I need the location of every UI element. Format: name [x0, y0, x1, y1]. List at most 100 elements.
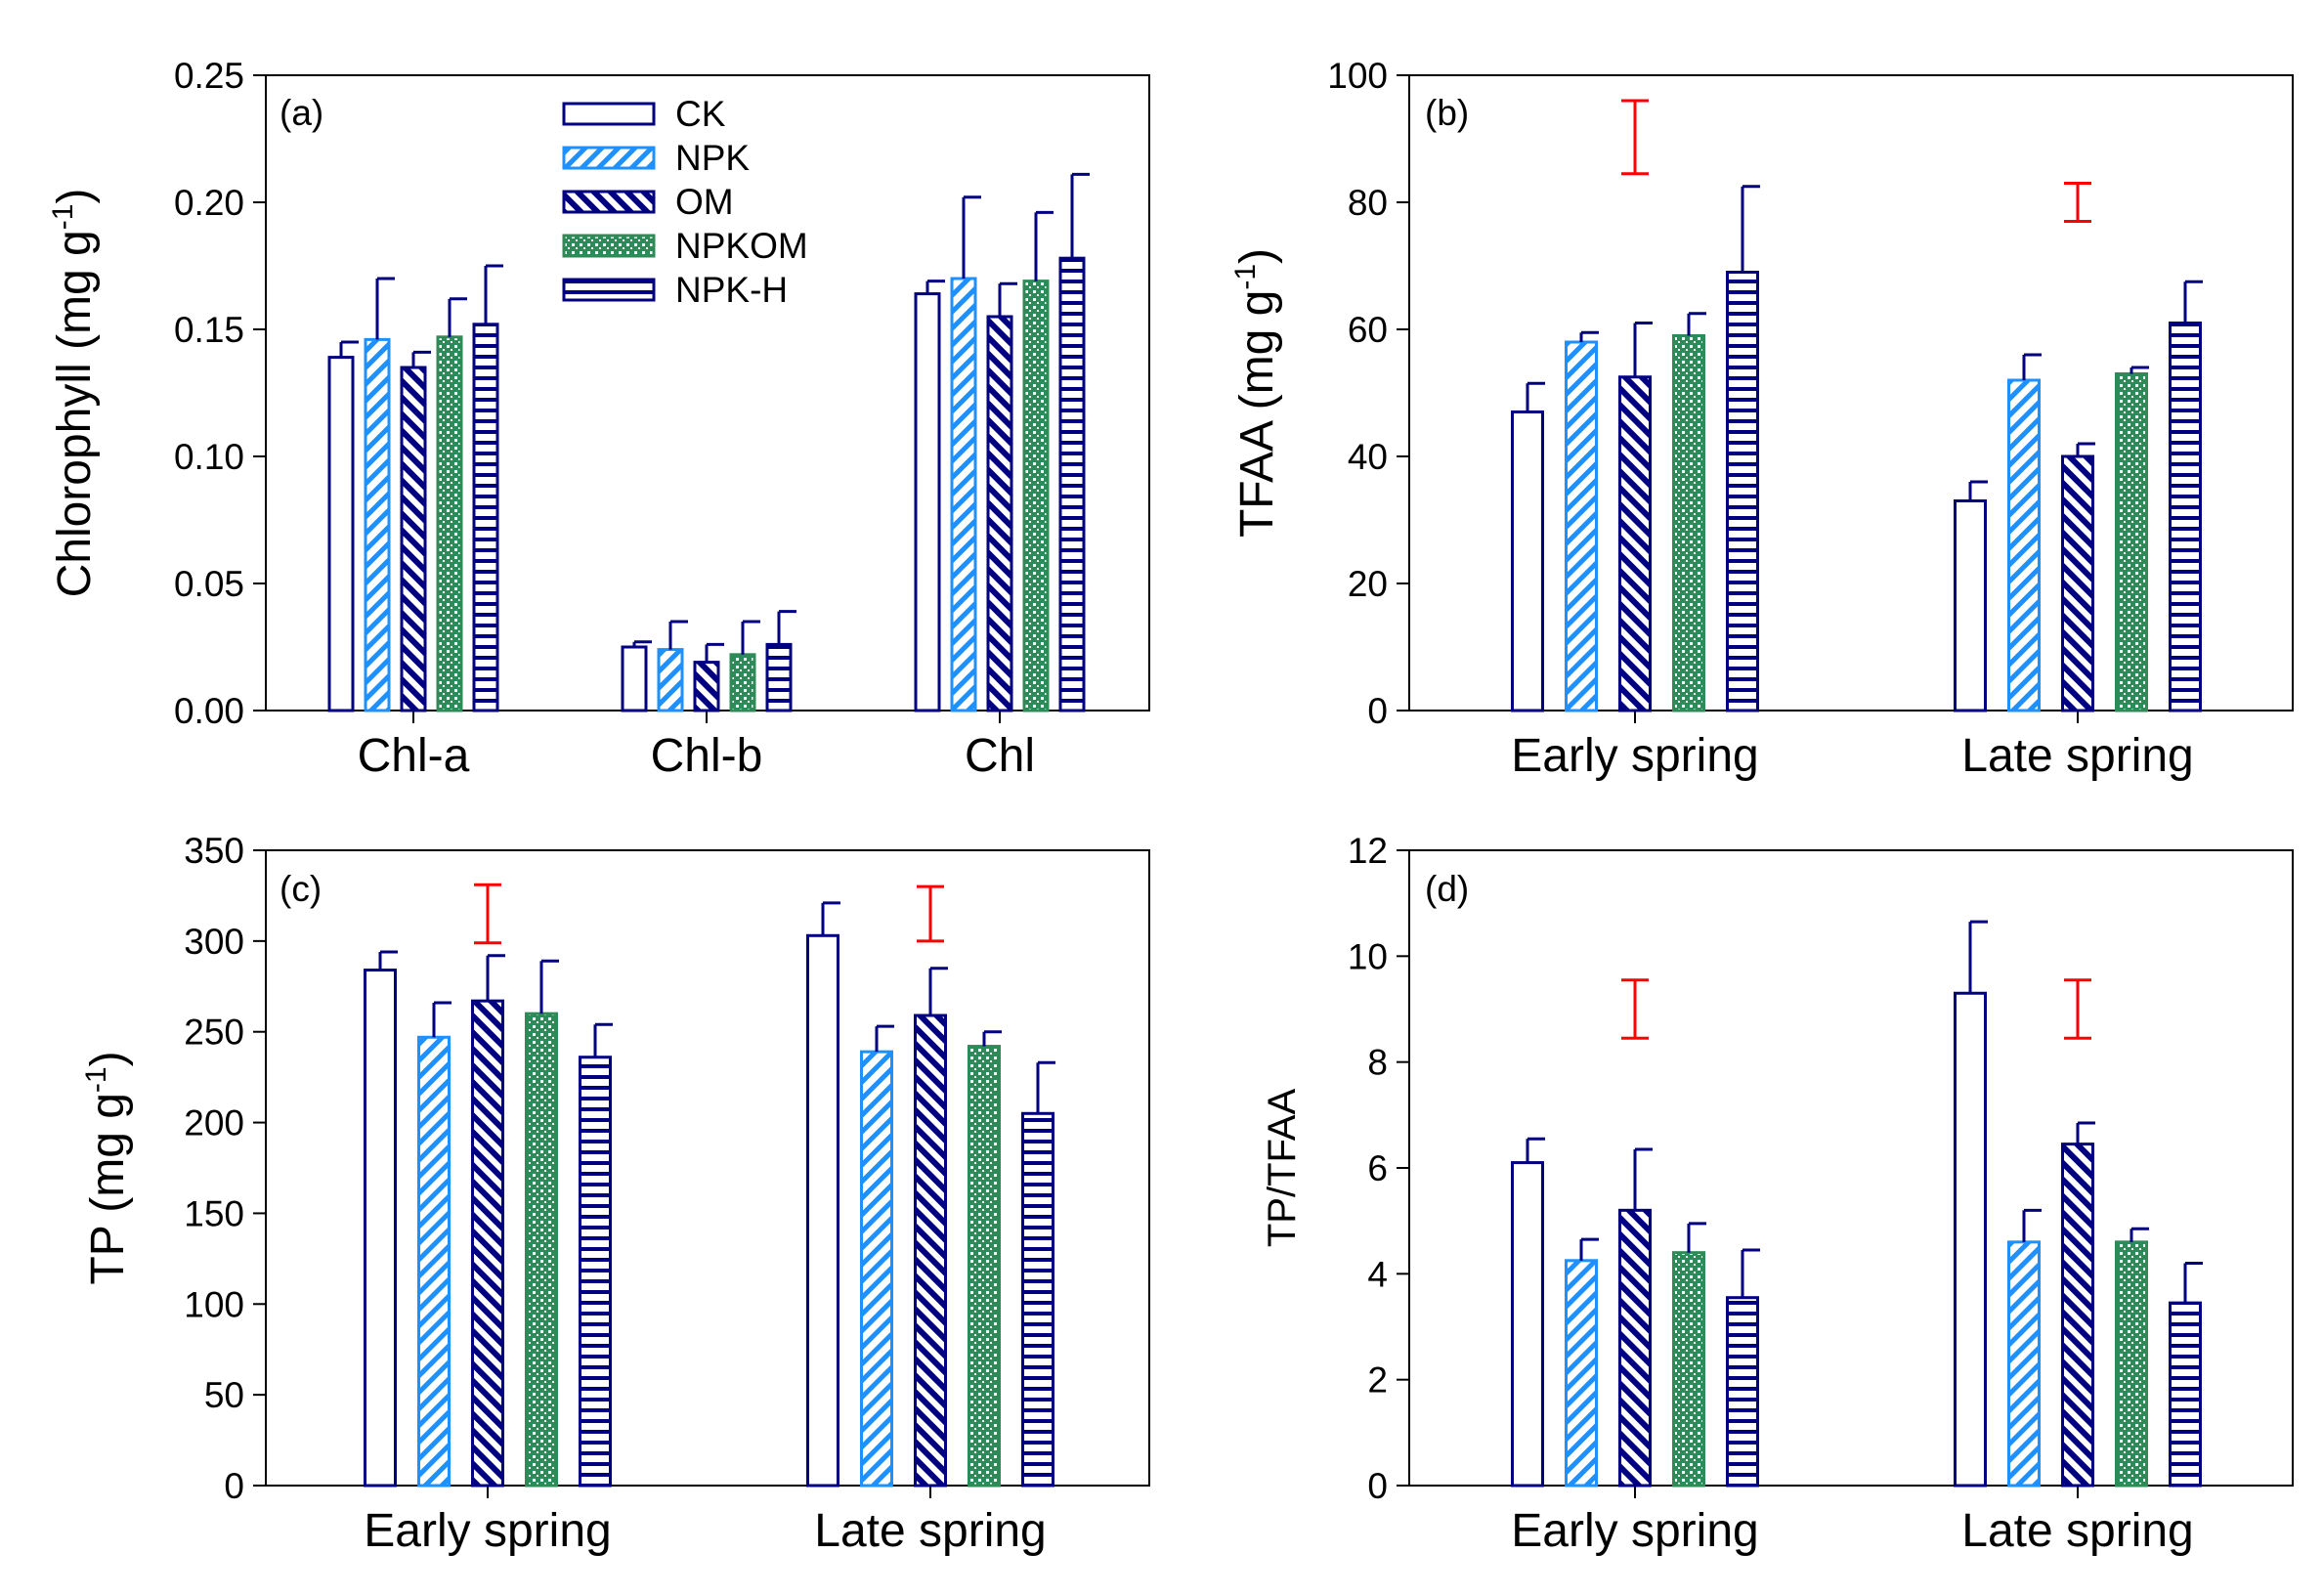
y-tick-label: 0.15 — [174, 310, 244, 350]
y-tick-label: 40 — [1348, 437, 1388, 477]
y-axis-title: TP/TFAA — [1261, 1089, 1304, 1248]
panel-a: (a) 0.000.050.100.150.200.25 Chl-a Chl-b C… — [47, 56, 1150, 782]
x-tick-label-early-spring: Early spring — [1511, 730, 1758, 782]
bar-ck-chl-b — [621, 645, 648, 712]
x-axis: Chl-a Chl-b Chl — [358, 711, 1035, 782]
x-tick-label-early-spring: Early spring — [364, 1505, 611, 1557]
bar-npk-late-spring — [860, 1050, 893, 1488]
bar-npkom-chl — [1022, 280, 1050, 712]
legend-swatch-npk — [562, 146, 656, 170]
bar-ck-early-spring — [364, 969, 397, 1488]
lsd-bar-late-spring — [2064, 182, 2091, 223]
bar-om-chl — [986, 315, 1013, 712]
y-tick-label: 100 — [1327, 56, 1388, 96]
legend-label-ck: CK — [675, 94, 726, 134]
x-axis: Early spring Late spring — [1511, 711, 2194, 782]
bars — [327, 172, 1090, 712]
panel-d: (d) 0 2 4 6 8 10 12 Early spring Late spring TP… — [1261, 831, 2294, 1557]
y-tick-label: 12 — [1348, 831, 1388, 871]
bar-npk-h-late-spring — [2169, 322, 2202, 712]
bar-om-late-spring — [2061, 1143, 2094, 1488]
bar-ck-late-spring — [1954, 991, 1987, 1488]
bar-npkom-chl-a — [436, 335, 463, 712]
bar-om-late-spring — [2061, 454, 2094, 712]
y-tick-label: 350 — [184, 831, 244, 871]
bar-npk-h-early-spring — [1726, 271, 1759, 712]
y-tick-label: 300 — [184, 922, 244, 962]
y-tick-label: 0.20 — [174, 183, 244, 223]
legend-label-npkom: NPKOM — [675, 226, 808, 266]
bar-om-early-spring — [1618, 375, 1652, 712]
x-tick-label-chl-b: Chl-b — [651, 730, 763, 782]
y-axis: 0 2 4 6 8 10 12 — [1348, 831, 1409, 1506]
legend-swatch-om — [562, 190, 656, 214]
lsd-bar-early-spring — [1621, 99, 1649, 176]
x-tick-label-late-spring: Late spring — [1961, 730, 2194, 782]
panel-label: (d) — [1425, 869, 1469, 909]
bar-npkom-late-spring — [2115, 1240, 2148, 1488]
bar-ck-late-spring — [806, 933, 839, 1488]
legend: CK NPK OM NPKOM NPK-H — [562, 94, 808, 310]
bar-npk-early-spring — [417, 1035, 451, 1488]
panel-c: (c) 0 50 100 150 200 250 300 350 Early spring La… — [80, 831, 1150, 1557]
lsd-bar-early-spring — [474, 883, 501, 945]
legend-label-om: OM — [675, 182, 734, 222]
legend-swatch-npkom — [562, 234, 656, 258]
x-axis: Early spring Late spring — [1511, 1486, 2194, 1557]
x-tick-label-chl-a: Chl-a — [358, 730, 470, 782]
bar-npk-late-spring — [2007, 1240, 2041, 1488]
bar-npkom-early-spring — [1672, 1251, 1705, 1488]
panel-label: (a) — [280, 93, 323, 133]
lsd-bar-late-spring — [917, 884, 944, 943]
panel-label: (c) — [280, 869, 322, 909]
y-tick-label: 250 — [184, 1013, 244, 1053]
bar-npkom-late-spring — [2115, 372, 2148, 712]
bar-ck-chl-a — [327, 356, 355, 712]
y-axis-title: Chlorophyll (mg g-1) — [47, 189, 101, 598]
lsd-bar-late-spring — [2064, 978, 2091, 1040]
bar-om-late-spring — [914, 1014, 947, 1488]
plot-frame — [265, 849, 1150, 1487]
y-axis: 0 20 40 60 80 100 — [1327, 56, 1409, 731]
bar-om-early-spring — [471, 999, 504, 1488]
panel-label: (b) — [1425, 93, 1469, 133]
y-tick-label: 0 — [1367, 1466, 1388, 1506]
y-tick-label: 100 — [184, 1284, 244, 1324]
y-axis: 0.00 0.05 0.10 0.15 0.20 0.25 — [174, 56, 266, 731]
legend-label-npk-h: NPK-H — [675, 270, 788, 310]
y-tick-label: 0 — [1367, 691, 1388, 731]
x-tick-label-late-spring: Late spring — [814, 1505, 1047, 1557]
lsd-bar-early-spring — [1621, 978, 1649, 1040]
bar-om-early-spring — [1618, 1208, 1652, 1488]
bar-npkom-early-spring — [525, 1012, 558, 1488]
x-tick-label-late-spring: Late spring — [1961, 1505, 2194, 1557]
bar-ck-early-spring — [1511, 1161, 1544, 1488]
bars — [1511, 99, 2203, 712]
y-tick-label: 4 — [1367, 1254, 1388, 1294]
x-tick-label-early-spring: Early spring — [1511, 1505, 1758, 1557]
y-tick-label: 8 — [1367, 1043, 1388, 1083]
bar-npk-early-spring — [1565, 1259, 1598, 1488]
y-tick-label: 50 — [204, 1375, 244, 1415]
y-axis: 0 50 100 150 200 250 300 350 — [184, 831, 266, 1506]
y-axis-title: TFAA (mg g-1) — [1229, 248, 1283, 538]
bar-npk-h-chl-b — [765, 642, 793, 712]
y-tick-label: 0 — [224, 1466, 244, 1506]
bar-npkom-early-spring — [1672, 334, 1705, 712]
bar-om-chl-b — [693, 661, 720, 712]
panel-b: (b) 0 20 40 60 80 100 Early spring Late spring… — [1229, 56, 2294, 782]
legend-label-npk: NPK — [675, 138, 750, 178]
y-tick-label: 0.10 — [174, 437, 244, 477]
x-tick-label-chl: Chl — [965, 730, 1035, 782]
bar-npk-h-late-spring — [1021, 1111, 1054, 1488]
bar-npkom-chl-b — [729, 653, 756, 712]
bar-ck-late-spring — [1954, 499, 1987, 712]
y-axis-title: TP (mg g-1) — [80, 1051, 134, 1284]
x-axis: Early spring Late spring — [364, 1486, 1047, 1557]
bar-npk-early-spring — [1565, 340, 1598, 712]
legend-swatch-ck — [562, 102, 656, 126]
bar-npk-h-chl — [1058, 256, 1086, 712]
y-tick-label: 80 — [1348, 183, 1388, 223]
y-tick-label: 150 — [184, 1193, 244, 1233]
